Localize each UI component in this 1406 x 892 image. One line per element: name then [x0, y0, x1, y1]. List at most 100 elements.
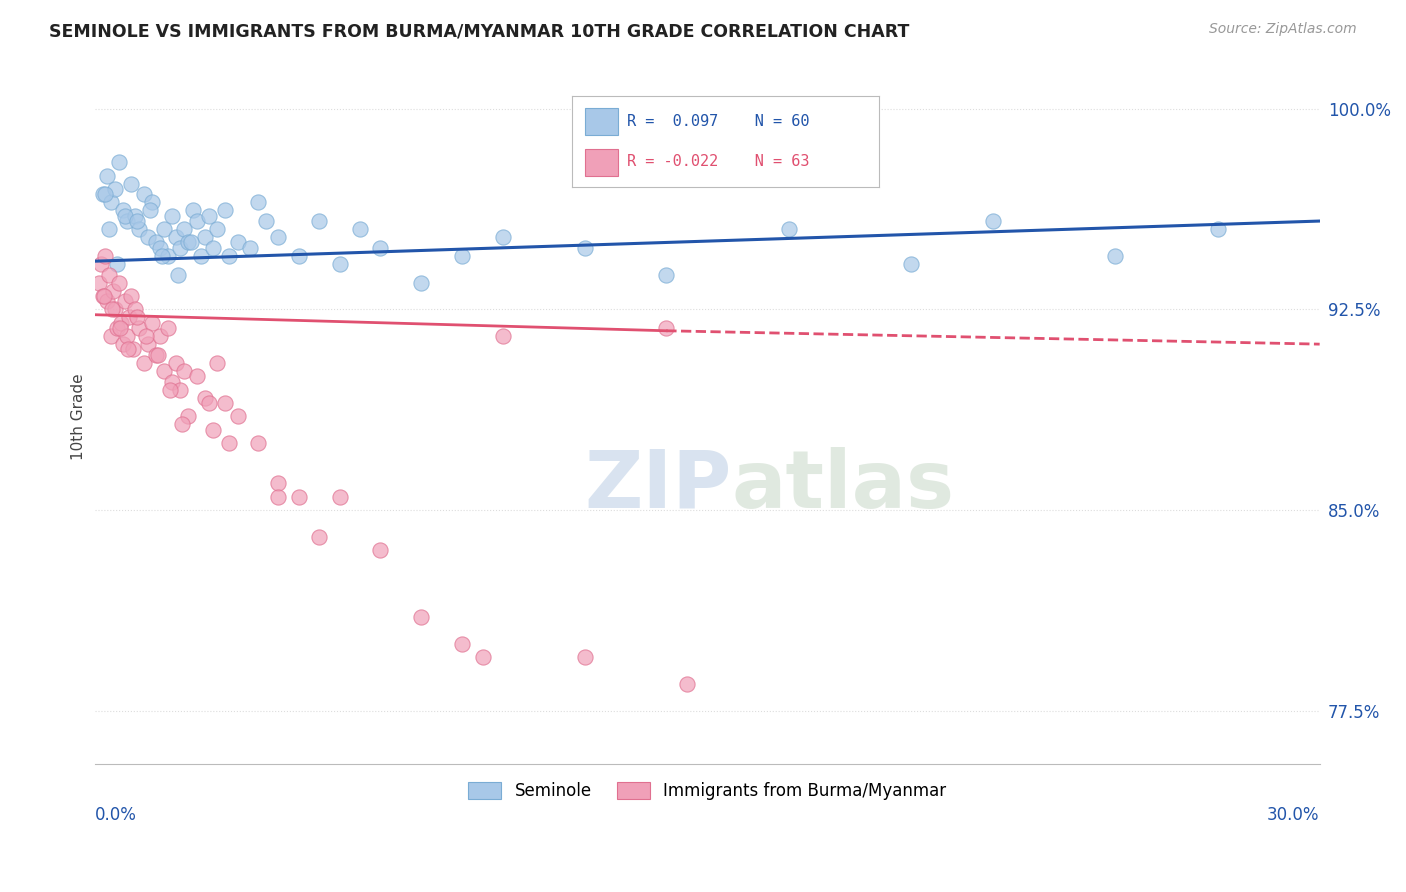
Point: [169, 383, 191, 397]
Point: [173, 364, 195, 378]
Point: [157, 249, 180, 263]
Point: [308, 214, 330, 228]
Point: [96, 169, 118, 183]
Point: [198, 396, 221, 410]
Point: [105, 257, 128, 271]
Point: [145, 235, 167, 250]
Point: [118, 310, 141, 325]
Point: [173, 222, 195, 236]
Point: [100, 302, 122, 317]
Point: [94, 249, 117, 263]
Point: [287, 490, 309, 504]
Point: [128, 321, 150, 335]
Text: ZIP: ZIP: [585, 447, 731, 525]
Point: [160, 209, 183, 223]
Point: [218, 436, 240, 450]
Point: [226, 235, 249, 250]
Point: [149, 329, 172, 343]
Point: [411, 610, 433, 624]
Point: [96, 294, 118, 309]
Point: [655, 268, 678, 282]
Point: [1206, 222, 1229, 236]
Point: [267, 230, 290, 244]
Point: [246, 436, 269, 450]
Point: [349, 222, 371, 236]
Point: [146, 348, 169, 362]
Text: Source: ZipAtlas.com: Source: ZipAtlas.com: [1209, 22, 1357, 37]
Point: [112, 337, 135, 351]
Point: [329, 490, 352, 504]
Point: [198, 209, 221, 223]
Point: [97, 268, 120, 282]
Point: [177, 409, 200, 424]
Point: [169, 241, 191, 255]
Point: [110, 316, 132, 330]
Point: [981, 214, 1004, 228]
Point: [201, 423, 224, 437]
Point: [150, 249, 173, 263]
Point: [214, 203, 236, 218]
Text: SEMINOLE VS IMMIGRANTS FROM BURMA/MYANMAR 10TH GRADE CORRELATION CHART: SEMINOLE VS IMMIGRANTS FROM BURMA/MYANMA…: [49, 22, 910, 40]
Point: [165, 230, 187, 244]
Point: [190, 249, 212, 263]
Point: [124, 302, 146, 317]
Point: [778, 222, 800, 236]
Point: [136, 230, 159, 244]
Point: [167, 268, 190, 282]
Point: [90, 257, 112, 271]
Point: [120, 177, 142, 191]
Point: [136, 337, 159, 351]
Point: [574, 241, 596, 255]
Point: [451, 637, 474, 651]
Point: [94, 187, 117, 202]
Point: [108, 276, 131, 290]
Point: [574, 650, 596, 665]
Point: [108, 321, 131, 335]
Point: [153, 222, 176, 236]
Point: [100, 329, 122, 343]
Point: [675, 677, 697, 691]
Point: [114, 209, 136, 223]
Point: [108, 155, 131, 169]
Point: [135, 329, 157, 343]
Point: [181, 203, 204, 218]
Point: [205, 356, 228, 370]
Point: [287, 249, 309, 263]
Point: [308, 530, 330, 544]
Point: [115, 214, 138, 228]
Point: [117, 343, 139, 357]
Point: [201, 241, 224, 255]
Point: [132, 187, 155, 202]
Point: [97, 222, 120, 236]
Point: [205, 222, 228, 236]
Point: [186, 369, 208, 384]
Text: atlas: atlas: [731, 447, 955, 525]
Point: [87, 276, 110, 290]
Point: [370, 241, 392, 255]
Point: [124, 209, 146, 223]
Point: [157, 321, 180, 335]
Point: [492, 329, 515, 343]
Point: [165, 356, 187, 370]
Text: 0.0%: 0.0%: [94, 806, 136, 824]
Point: [115, 329, 138, 343]
Point: [91, 289, 114, 303]
Point: [127, 310, 149, 325]
Point: [145, 348, 167, 362]
Point: [172, 417, 194, 432]
Point: [104, 302, 127, 317]
Point: [492, 230, 515, 244]
Point: [112, 203, 135, 218]
Point: [153, 364, 176, 378]
Legend: Seminole, Immigrants from Burma/Myanmar: Seminole, Immigrants from Burma/Myanmar: [460, 773, 955, 808]
Point: [138, 203, 160, 218]
Point: [471, 650, 494, 665]
Point: [329, 257, 352, 271]
Point: [120, 289, 142, 303]
Point: [177, 235, 200, 250]
Point: [226, 409, 249, 424]
Point: [411, 276, 433, 290]
Point: [370, 543, 392, 558]
Point: [149, 241, 172, 255]
Point: [141, 195, 163, 210]
